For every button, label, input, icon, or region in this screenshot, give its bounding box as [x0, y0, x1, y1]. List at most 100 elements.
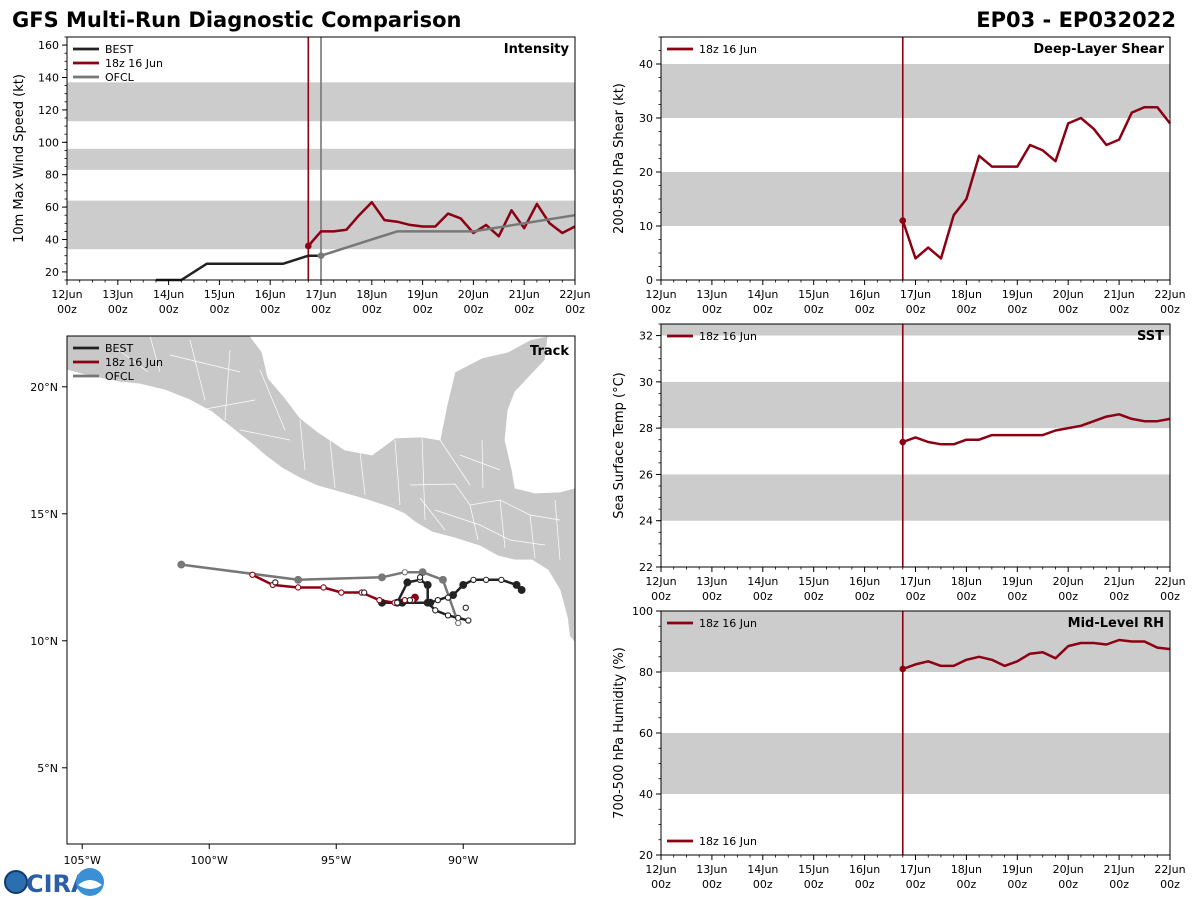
rh-xtick-date: 15Jun — [798, 863, 829, 876]
track-point-best — [432, 607, 439, 614]
cira-logo: CIRA — [4, 868, 104, 898]
intensity-ytick-label: 100 — [38, 136, 59, 149]
sst-xtick-hour: 00z — [1058, 590, 1078, 603]
shear-xtick-date: 22Jun — [1154, 288, 1185, 301]
rh-ytick-label: 100 — [632, 605, 653, 618]
track-ytick-label: 15°N — [30, 508, 58, 521]
sst-xtick-date: 16Jun — [849, 575, 880, 588]
sst-title: SST — [1137, 329, 1164, 344]
track-point-ofcl — [438, 575, 447, 584]
intensity-xtick-date: 20Jun — [458, 288, 489, 301]
track-point-best_open — [272, 579, 279, 586]
sst-legend-label: 18z 16 Jun — [699, 330, 757, 343]
track-frame — [66, 335, 576, 845]
intensity-title: Intensity — [504, 42, 570, 57]
rh-xtick-date: 21Jun — [1104, 863, 1135, 876]
shear-point-run — [899, 217, 907, 224]
intensity-xtick-date: 17Jun — [305, 288, 336, 301]
rh-xtick-date: 20Jun — [1053, 863, 1084, 876]
shear-ytick-label: 0 — [646, 274, 653, 287]
sst-xtick-hour: 00z — [753, 590, 773, 603]
intensity-xtick-hour: 00z — [464, 303, 484, 316]
rh-xtick-date: 16Jun — [849, 863, 880, 876]
land-island — [568, 620, 575, 642]
sst-ytick-label: 26 — [639, 468, 653, 481]
intensity-legend-label: OFCL — [105, 71, 135, 84]
shear-xtick-date: 16Jun — [849, 288, 880, 301]
intensity-xtick-date: 12Jun — [51, 288, 82, 301]
shear-xtick-hour: 00z — [753, 303, 773, 316]
shear-xtick-date: 12Jun — [645, 288, 676, 301]
sst-xtick-hour: 00z — [1160, 590, 1180, 603]
sst-band-1 — [661, 381, 1170, 429]
shear-title: Deep-Layer Shear — [1033, 42, 1164, 57]
rh-panel: 20 40 60 80 100 12Jun 00z 13Jun 00z 14Jun 00z 15Jun… — [612, 605, 1186, 891]
sst-xtick-date: 22Jun — [1154, 575, 1185, 588]
sst-xtick-date: 19Jun — [1002, 575, 1033, 588]
shear-xtick-date: 15Jun — [798, 288, 829, 301]
rh-xtick-hour: 00z — [855, 878, 875, 891]
track-point-ofcl — [455, 619, 462, 627]
shear-xtick-hour: 00z — [651, 303, 671, 316]
track-title: Track — [530, 344, 569, 359]
intensity-legend-label: BEST — [105, 43, 133, 56]
sst-xtick-hour: 00z — [957, 590, 977, 603]
sst-ylabel: Sea Surface Temp (°C) — [612, 372, 627, 519]
shear-xtick-date: 17Jun — [900, 288, 931, 301]
rh-xtick-date: 13Jun — [696, 863, 727, 876]
track-point-best — [423, 580, 432, 589]
rh-xtick-date: 14Jun — [747, 863, 778, 876]
track-xtick-label: 95°W — [321, 854, 351, 867]
track-point-best_open — [434, 597, 441, 604]
shear-xtick-hour: 00z — [1058, 303, 1078, 316]
sst-plot-area — [661, 324, 1170, 567]
track-legend-label: OFCL — [105, 370, 135, 383]
shear-xtick-date: 21Jun — [1104, 288, 1135, 301]
track-point-best — [459, 580, 468, 589]
intensity-point-run — [305, 242, 312, 250]
rh-series-run — [902, 638, 1171, 671]
shear-band-0 — [661, 172, 1170, 226]
sst-ytick-label: 30 — [639, 376, 653, 389]
rh-xtick-hour: 00z — [651, 878, 671, 891]
rh-ytick-label: 20 — [639, 849, 653, 862]
intensity-xtick-date: 14Jun — [153, 288, 184, 301]
intensity-xtick-hour: 00z — [362, 303, 382, 316]
intensity-ytick-label: 80 — [45, 169, 59, 182]
track-ytick-label: 10°N — [30, 635, 58, 648]
shear-band-1 — [661, 64, 1170, 118]
rh-legend-label: 18z 16 Jun — [699, 835, 757, 848]
rh-ytick-label: 80 — [639, 666, 653, 679]
sst-ytick-label: 22 — [639, 561, 653, 574]
intensity-panel: 20 40 60 80 100 120 140 160 12Jun 00z 13Jun 00z 14Ju… — [12, 36, 591, 316]
track-point-best — [512, 580, 521, 589]
sst-xtick-date: 20Jun — [1053, 575, 1084, 588]
track-point-best_open — [394, 599, 401, 606]
track-point-ofcl — [294, 575, 303, 584]
shear-xtick-hour: 00z — [804, 303, 824, 316]
track-point-ofcl — [378, 573, 386, 582]
intensity-ytick-label: 60 — [45, 201, 59, 214]
track-point-run — [294, 584, 302, 591]
rh-xtick-hour: 00z — [702, 878, 722, 891]
shear-xtick-date: 20Jun — [1053, 288, 1084, 301]
shear-xtick-hour: 00z — [1160, 303, 1180, 316]
track-point-ofcl — [401, 569, 408, 576]
track-point-run — [249, 571, 256, 578]
rh-xtick-date: 18Jun — [951, 863, 982, 876]
intensity-xtick-hour: 00z — [260, 303, 280, 316]
shear-panel: 0 10 20 30 40 12Jun 00z 13Jun 00z 14Jun 00z 15Jun 00… — [612, 36, 1186, 316]
intensity-ytick-label: 40 — [45, 234, 59, 247]
rh-point-run — [899, 665, 907, 673]
track-point-run — [376, 597, 383, 604]
track-point-best_open — [444, 594, 452, 601]
rh-xtick-date: 12Jun — [645, 863, 676, 876]
track-panel: 105°W 100°W 95°W 90°W 5°N 10°N 15°N 20°N Track BE… — [30, 335, 576, 867]
shear-xtick-hour: 00z — [702, 303, 722, 316]
intensity-legend-label: 18z 16 Jun — [105, 57, 163, 70]
rh-ytick-label: 60 — [639, 727, 653, 740]
track-point-best — [482, 576, 490, 583]
intensity-xtick-date: 18Jun — [356, 288, 387, 301]
sst-xtick-hour: 00z — [1109, 590, 1129, 603]
intensity-series-run — [307, 200, 576, 247]
